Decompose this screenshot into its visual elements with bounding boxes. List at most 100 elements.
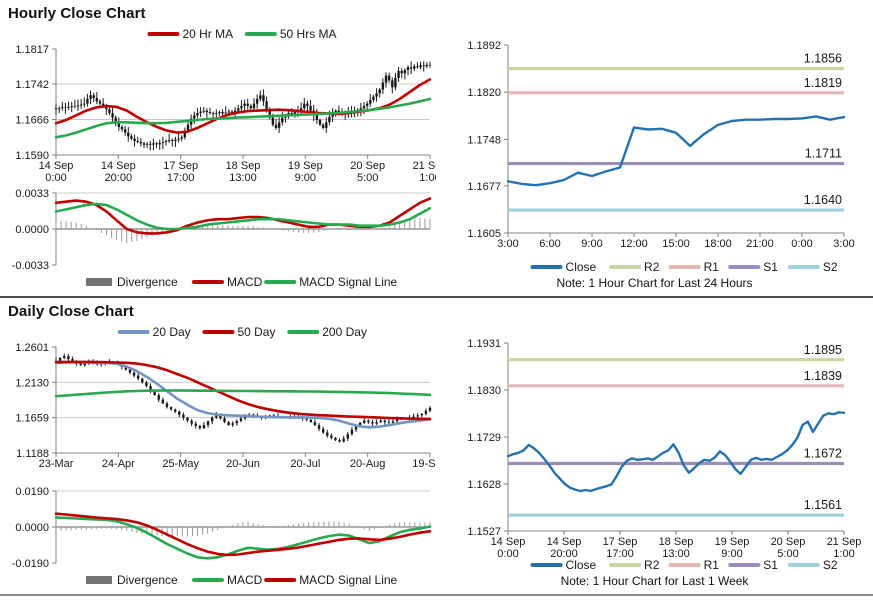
legend-item-50-day: 50 Day	[202, 325, 275, 339]
legend-label-macd-signal-line: MACD Signal Line	[299, 275, 397, 289]
y-tick-label: 1.2601	[15, 342, 49, 354]
ma-line-20-day	[54, 360, 432, 429]
legend-item-r1: R1	[668, 260, 719, 274]
y-tick-label: 1.1628	[467, 479, 501, 491]
hourly-chart-note: Note: 1 Hour Chart for Last 24 Hours	[556, 276, 753, 290]
y-tick-label: 1.1742	[15, 79, 49, 91]
daily-right-column: 1.1931 1.1830 1.1729 1.1628 1.1527 14 Sep 0:00…	[436, 298, 873, 594]
x-tick-label: 20 Sep	[771, 536, 806, 548]
pivot-level-label-s2: 1.1640	[804, 193, 842, 207]
close-line	[506, 411, 846, 493]
daily-section-title: Daily Close Chart	[8, 303, 134, 320]
x-tick-label: 12:00	[620, 238, 648, 250]
legend-item-s1: S1	[728, 558, 778, 572]
x-tick-label: 17 Sep	[603, 536, 638, 548]
pivot-level-label-r1: 1.1839	[804, 369, 842, 383]
legend-item-s2: S2	[787, 558, 838, 572]
legend-label-close: Close	[566, 558, 597, 572]
legend-label-200-day: 200 Day	[322, 325, 367, 339]
daily-panel: Daily Close Chart 1.2601 1.2130 1.1659 1.11…	[0, 298, 873, 596]
x-tick-label: 20:00	[550, 548, 578, 560]
x-tick-label: 14 Sep	[101, 160, 136, 172]
pivot-level-label-r1: 1.1819	[804, 76, 842, 90]
legend-label-macd: MACD	[227, 275, 263, 289]
legend-item-macd: MACD	[192, 573, 263, 587]
legend-label-s1: S1	[763, 260, 778, 274]
legend-item-50-hrs-ma: 50 Hrs MA	[244, 27, 337, 41]
legend-item-divergence: Divergence	[86, 573, 178, 587]
ma-line-50-hrs-ma	[54, 97, 432, 139]
x-tick-label: 24-Apr	[102, 458, 135, 470]
ma-line-200-day	[54, 389, 432, 398]
x-tick-label: 17:00	[606, 548, 634, 560]
x-tick-label: 13:00	[662, 548, 690, 560]
legend-label-20-day: 20 Day	[153, 325, 191, 339]
y-tick-label: 0.0000	[15, 522, 49, 534]
hourly-panel: Hourly Close Chart 1.1817 1.1742 1.1666 1.1…	[0, 0, 873, 298]
y-tick-label: 1.1590	[15, 150, 49, 162]
close-line	[506, 115, 846, 187]
legend-label-divergence: Divergence	[117, 573, 178, 587]
x-tick-label: 17:00	[167, 172, 195, 184]
x-tick-label: 18 Sep	[659, 536, 694, 548]
x-tick-label: 6:00	[539, 238, 560, 250]
legend-label-r2: R2	[644, 260, 660, 274]
y-tick-label: -0.0190	[12, 558, 49, 570]
x-tick-label: 20-Jun	[226, 458, 260, 470]
x-tick-label: 0:00	[497, 548, 518, 560]
y-tick-label: 1.1817	[15, 44, 49, 56]
x-tick-label: 1:00	[419, 172, 436, 184]
legend-label-r2: R2	[644, 558, 660, 572]
legend-item-r1: R1	[668, 558, 720, 572]
x-tick-label: 19-Sep	[412, 458, 436, 470]
x-tick-label: 21 Sep	[827, 536, 862, 548]
legend-label-r1: R1	[704, 558, 720, 572]
legend-label-divergence: Divergence	[117, 275, 178, 289]
y-tick-label: 1.1605	[467, 228, 501, 240]
macd-signal-line-line	[54, 512, 432, 557]
legend-swatch-divergence	[86, 278, 112, 286]
x-tick-label: 18 Sep	[226, 160, 261, 172]
hourly-macd-chart: 0.0033 0.0000 -0.0033 Divergence MACD MACD Si…	[12, 188, 432, 289]
y-tick-label: 1.1659	[15, 413, 49, 425]
x-tick-label: 25-May	[162, 458, 199, 470]
pivot-level-label-s2: 1.1561	[804, 498, 842, 512]
x-tick-label: 13:00	[229, 172, 257, 184]
pivot-level-label-r2: 1.1856	[804, 52, 842, 66]
x-tick-label: 20:00	[105, 172, 133, 184]
x-tick-label: 21 Sep	[413, 160, 436, 172]
legend-item-20-day: 20 Day	[117, 325, 191, 339]
legend-item-macd-signal-line: MACD Signal Line	[264, 275, 398, 289]
x-tick-label: 19 Sep	[715, 536, 750, 548]
x-tick-label: 17 Sep	[163, 160, 198, 172]
x-tick-label: 5:00	[777, 548, 798, 560]
y-tick-label: -0.0033	[12, 260, 49, 272]
hourly-section-title: Hourly Close Chart	[8, 5, 146, 22]
x-tick-label: 15:00	[662, 238, 690, 250]
y-tick-label: 1.1892	[467, 40, 501, 52]
legend-item-s2: S2	[787, 260, 838, 274]
legend-label-macd: MACD	[227, 573, 263, 587]
x-tick-label: 14 Sep	[547, 536, 582, 548]
legend-label-50-hrs-ma: 50 Hrs MA	[280, 27, 337, 41]
hourly-right-column: 1.1892 1.1820 1.1748 1.1677 1.1605 3:00 6:00 9:…	[436, 0, 873, 296]
y-tick-label: 1.1830	[467, 385, 501, 397]
x-tick-label: 20 Sep	[350, 160, 385, 172]
legend-label-s2: S2	[823, 260, 838, 274]
legend-item-close: Close	[530, 260, 597, 274]
y-tick-label: 1.1188	[16, 448, 49, 460]
legend-item-divergence: Divergence	[86, 275, 178, 289]
pivot-level-label-r2: 1.1895	[804, 343, 842, 357]
macd-line	[54, 516, 432, 560]
legend-item-200-day: 200 Day	[287, 325, 367, 339]
y-tick-label: 0.0033	[15, 188, 49, 200]
weekly-chart-note: Note: 1 Hour Chart for Last 1 Week	[560, 574, 749, 588]
x-tick-label: 9:00	[581, 238, 602, 250]
plot-daily_macd: 0.0190 0.0000 -0.0190 Divergence MACD MACD Si…	[12, 486, 432, 587]
legend-item-close: Close	[530, 558, 597, 572]
pivot-level-label-s1: 1.1711	[805, 147, 842, 161]
